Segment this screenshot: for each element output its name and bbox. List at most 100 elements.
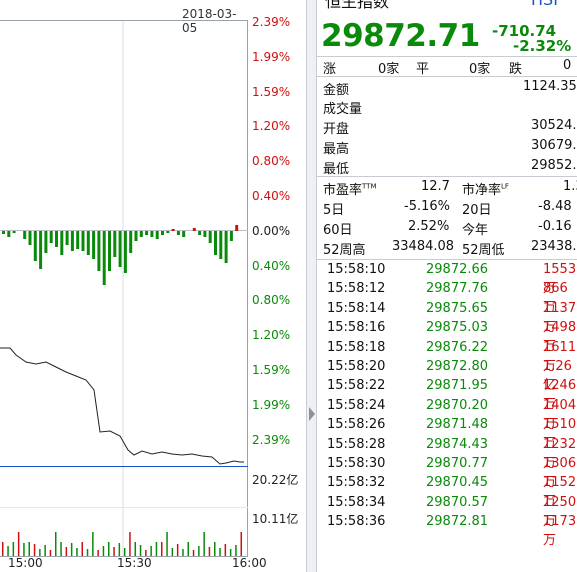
wk52-high-value: 33484.08 bbox=[392, 239, 455, 254]
pb-label-text: 市净率 bbox=[462, 183, 502, 198]
high-label: 最高 bbox=[323, 142, 350, 157]
volume-bar bbox=[70, 543, 73, 556]
volume-bars bbox=[2, 532, 242, 556]
d20-value: -8.48 bbox=[538, 199, 572, 214]
tick-volume: 1173万 bbox=[543, 514, 577, 549]
breadth-bar bbox=[108, 231, 111, 271]
time-label: 16:00 bbox=[232, 556, 267, 570]
tick-row[interactable]: 15:58:22 29871.95 1246万 bbox=[317, 378, 577, 412]
d60-value: 2.52% bbox=[408, 219, 450, 234]
intraday-chart: 2018-03-05 15:00 15:30 bbox=[0, 0, 248, 572]
tick-row[interactable]: 15:58:26 29871.48 1510万 bbox=[317, 417, 577, 451]
ytd-value: -0.16 bbox=[538, 219, 572, 234]
tick-row[interactable]: 15:58:28 29874.43 1232万 bbox=[317, 437, 577, 471]
d5-label: 5日 bbox=[323, 203, 345, 218]
breadth-bar bbox=[229, 231, 233, 241]
d5-value: -5.16% bbox=[404, 199, 450, 214]
chevron-right-icon[interactable] bbox=[307, 406, 316, 422]
index-code[interactable]: HSI bbox=[531, 0, 558, 9]
breadth-bar bbox=[81, 231, 85, 251]
volume-bar bbox=[219, 548, 221, 556]
wk52-high-label: 52周高 bbox=[323, 243, 366, 258]
tick-price: 29872.66 bbox=[426, 262, 489, 277]
volume-bar bbox=[224, 544, 227, 556]
divider bbox=[317, 176, 577, 177]
volume-bar bbox=[176, 544, 179, 556]
volume-bar bbox=[240, 532, 242, 556]
panel-splitter[interactable] bbox=[306, 0, 317, 572]
volume-bar bbox=[161, 542, 163, 556]
breadth-bar bbox=[49, 231, 53, 243]
breadth-bar bbox=[150, 231, 154, 237]
y-axis-label: 1.59% bbox=[252, 363, 291, 377]
tick-row[interactable]: 15:58:12 29877.76 866万 bbox=[317, 281, 577, 315]
tick-price: 29870.57 bbox=[426, 494, 489, 510]
tick-volume: 866万 bbox=[543, 281, 568, 316]
volume-bar bbox=[65, 547, 68, 556]
amount-value: 1124.35 bbox=[523, 79, 577, 94]
down-count: 0 bbox=[563, 58, 572, 73]
tick-volume: 1498万 bbox=[543, 320, 577, 355]
last-price: 29872.71 bbox=[321, 18, 480, 54]
tick-row[interactable]: 15:58:20 29872.80 1.26亿 bbox=[317, 359, 577, 393]
breadth-bar bbox=[76, 231, 80, 249]
pe-sup: TTM bbox=[362, 182, 377, 191]
tick-row[interactable]: 15:58:16 29875.03 1498万 bbox=[317, 320, 577, 354]
volume-bar bbox=[145, 550, 147, 556]
tick-row[interactable]: 15:58:36 29872.81 1173万 bbox=[317, 514, 577, 548]
breadth-bar bbox=[171, 229, 175, 231]
tick-row[interactable]: 15:58:34 29870.57 1250万 bbox=[317, 494, 577, 529]
volume-bar bbox=[198, 546, 200, 556]
tick-row[interactable]: 15:58:32 29870.45 1152万 bbox=[317, 475, 577, 509]
low-label: 最低 bbox=[323, 162, 350, 177]
ytd-label: 今年 bbox=[462, 223, 489, 238]
tick-price: 29875.03 bbox=[426, 320, 489, 336]
breadth-bar bbox=[92, 231, 96, 259]
tick-volume: 1510万 bbox=[543, 417, 577, 452]
volume-bar bbox=[12, 542, 15, 556]
low-value: 29852.4 bbox=[531, 158, 577, 173]
down-label: 跌 bbox=[509, 62, 523, 77]
tick-price: 29870.45 bbox=[426, 475, 489, 491]
price-change: -710.74 bbox=[492, 22, 557, 40]
breadth-bar bbox=[55, 231, 58, 247]
y-axis: 2.39% 1.99% 1.59% 1.20% 0.80% 0.40% 0.00% 0.40%… bbox=[232, 0, 306, 572]
divider bbox=[317, 56, 577, 57]
pe-value: 12.7 bbox=[421, 179, 450, 194]
volume-bar bbox=[134, 542, 136, 556]
tick-time: 15:58:22 bbox=[327, 378, 386, 394]
tick-time: 15:58:18 bbox=[327, 339, 386, 355]
divider bbox=[317, 259, 577, 260]
tick-time: 15:58:16 bbox=[327, 320, 386, 336]
tick-row[interactable]: 15:58:24 29870.20 1404万 bbox=[317, 398, 577, 432]
tick-row[interactable]: 15:58:10 29872.66 1553万 bbox=[317, 262, 577, 296]
breadth-bar bbox=[192, 228, 196, 231]
volume-bar bbox=[123, 548, 126, 556]
tick-row[interactable]: 15:58:30 29870.77 1306万 bbox=[317, 456, 577, 490]
breadth-bar bbox=[2, 231, 5, 234]
breadth-bar bbox=[219, 231, 223, 259]
time-label: 15:30 bbox=[117, 556, 152, 570]
volume-bar bbox=[108, 542, 110, 556]
y-axis-label: 1.99% bbox=[252, 49, 291, 64]
intraday-chart-svg bbox=[0, 20, 248, 557]
breadth-bar bbox=[203, 231, 207, 237]
tick-price: 29872.80 bbox=[426, 359, 489, 374]
volume-bar bbox=[97, 550, 99, 556]
tick-volume: 1250万 bbox=[543, 494, 577, 529]
tick-row[interactable]: 15:58:18 29876.22 1611万 bbox=[317, 339, 577, 374]
price-line bbox=[0, 347, 244, 465]
volume-bar bbox=[155, 542, 158, 556]
wk52-low-label: 52周低 bbox=[462, 243, 505, 258]
breadth-bar bbox=[102, 231, 106, 285]
d20-label: 20日 bbox=[462, 203, 492, 218]
y-axis-label: 0.40% bbox=[252, 258, 291, 273]
tick-row[interactable]: 15:58:14 29875.65 1137万 bbox=[317, 300, 577, 335]
volume-bar bbox=[17, 532, 20, 556]
y-axis-label: 1.20% bbox=[252, 328, 291, 343]
volume-bar bbox=[150, 546, 152, 556]
volume-bar bbox=[113, 547, 115, 556]
tick-price: 29875.65 bbox=[426, 300, 489, 316]
breadth-bar bbox=[86, 231, 90, 255]
y-axis-label: 0.80% bbox=[252, 293, 291, 308]
